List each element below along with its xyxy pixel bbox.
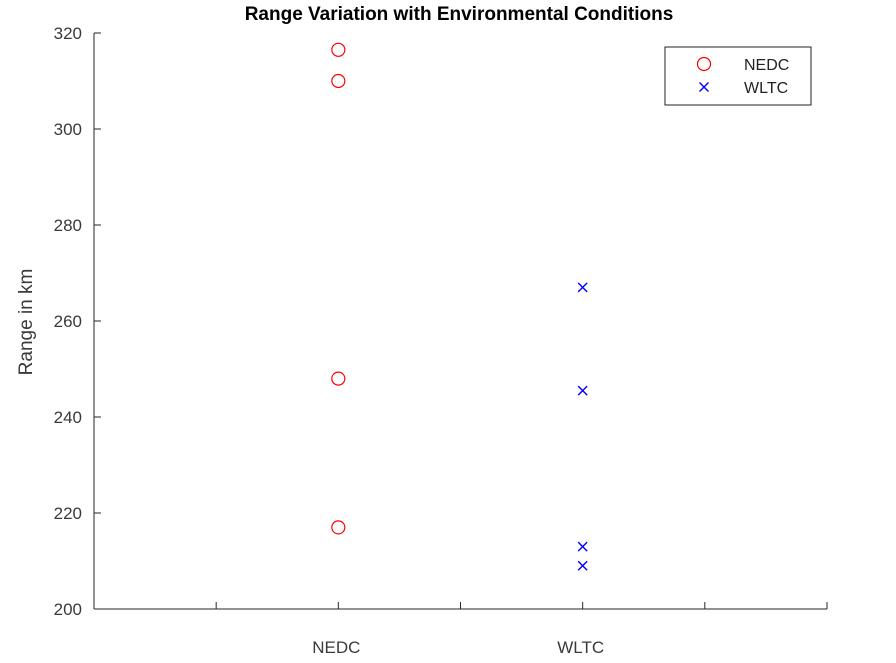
legend-label-wltc: WLTC	[744, 80, 788, 97]
data-point-nedc	[331, 73, 346, 89]
data-points	[331, 42, 588, 571]
chart-title: Range Variation with Environmental Condi…	[245, 4, 674, 25]
data-point-wltc	[577, 282, 588, 293]
y-tick-label: 260	[54, 312, 82, 331]
data-point-wltc	[577, 560, 588, 571]
data-point-nedc	[331, 520, 346, 535]
data-point-nedc	[331, 371, 346, 386]
y-tick-label: 220	[54, 504, 82, 523]
y-axis-label: Range in km	[16, 269, 37, 376]
y-tick-label: 280	[54, 216, 82, 235]
x-tick-label: NEDC	[312, 638, 360, 657]
legend-label-nedc: NEDC	[744, 57, 789, 74]
legend: NEDC WLTC	[664, 46, 812, 106]
y-tick-label: 240	[54, 408, 82, 427]
y-tick-label: 320	[54, 24, 82, 43]
data-point-wltc	[577, 385, 588, 396]
legend-marker-nedc	[696, 56, 712, 72]
y-axis-ticks: 200 220 240 260 280 300 320	[54, 24, 101, 619]
data-point-nedc	[331, 42, 346, 57]
y-tick-label: 300	[54, 120, 82, 139]
x-tick-label: WLTC	[557, 638, 604, 657]
data-point-wltc	[577, 541, 588, 552]
x-axis-ticks: NEDC WLTC	[93, 602, 828, 657]
legend-box	[664, 46, 812, 106]
axes	[93, 33, 827, 610]
legend-marker-wltc	[699, 82, 709, 92]
y-tick-label: 200	[54, 600, 82, 619]
